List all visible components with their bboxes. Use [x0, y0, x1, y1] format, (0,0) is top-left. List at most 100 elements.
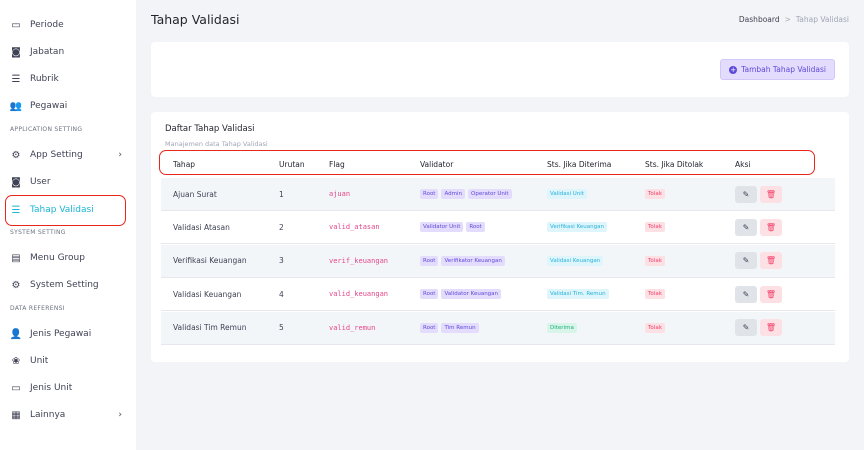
column-header[interactable]: Validator [420, 159, 454, 169]
sidebar-item-label: Lainnya [30, 410, 66, 420]
cell-diterima: Diterima [547, 312, 577, 344]
delete-button[interactable]: 🗑 [760, 185, 782, 203]
trash-icon: 🗑 [765, 323, 777, 333]
cell-flag: valid_keuangan [329, 290, 389, 299]
sidebar-item-label: Rubrik [30, 74, 59, 84]
cell-validator: Root Verifikator Keuangan [420, 245, 505, 277]
cell-flag: ajuan [329, 190, 351, 198]
pencil-icon: ✎ [742, 289, 750, 299]
delete-button[interactable]: 🗑 [760, 285, 782, 303]
sidebar-item-rubrik[interactable]: ☰ Rubrik [10, 69, 128, 89]
column-header[interactable]: Sts. Jika Diterima [547, 159, 612, 169]
sidebar-item-label: Jabatan [30, 47, 65, 57]
sidebar-item-label: Unit [30, 356, 49, 366]
chevron-right-icon: › [118, 150, 122, 160]
cell-validator: Validator Unit Root [420, 211, 485, 243]
column-header[interactable]: Flag [329, 159, 345, 169]
cell-diterima: Validasi Unit [547, 178, 587, 210]
cell-validator: Root Admin Operator Unit [420, 178, 512, 210]
plus-circle-icon: + [729, 65, 738, 74]
sidebar-item-user[interactable]: ◙ User [10, 172, 128, 192]
status-badge: Tolak [645, 255, 665, 266]
trash-icon: 🗑 [765, 289, 777, 299]
sidebar-item-label: Periode [30, 20, 64, 30]
column-header[interactable]: Urutan [279, 159, 305, 169]
sidebar-item-label: Pegawai [30, 101, 68, 111]
edit-button[interactable]: ✎ [735, 185, 757, 203]
id-badge-icon: ◙ [11, 46, 21, 58]
sidebar-item-app-setting[interactable]: ⚙ App Setting › [10, 145, 128, 165]
sidebar-item-tahap-validasi[interactable]: ☰ Tahap Validasi [10, 200, 128, 220]
status-badge: Validasi Keuangan [547, 255, 604, 266]
trash-icon: 🗑 [765, 189, 777, 199]
breadcrumb-dashboard[interactable]: Dashboard [738, 15, 780, 24]
sidebar-item-periode[interactable]: ▭ Periode [10, 15, 128, 35]
edit-button[interactable]: ✎ [735, 218, 757, 236]
column-header[interactable]: Sts. Jika Ditolak [645, 159, 704, 169]
breadcrumb: Dashboard > Tahap Validasi [739, 15, 849, 24]
delete-button[interactable]: 🗑 [760, 319, 782, 337]
validator-badge: Root [420, 255, 439, 266]
sidebar-item-jenis-unit[interactable]: ▭ Jenis Unit [10, 378, 128, 398]
add-button-label: Tambah Tahap Validasi [741, 65, 826, 74]
highlight-box [159, 150, 815, 175]
status-badge: Tolak [645, 289, 665, 300]
pencil-icon: ✎ [742, 222, 750, 232]
cell-aksi: ✎ 🗑 [735, 245, 782, 277]
sidebar-item-system-setting[interactable]: ⚙ System Setting [10, 275, 128, 295]
cell-urutan: 4 [279, 289, 284, 299]
edit-button[interactable]: ✎ [735, 285, 757, 303]
sidebar-item-label: App Setting [30, 150, 83, 160]
column-header[interactable]: Aksi [735, 159, 751, 169]
edit-button[interactable]: ✎ [735, 319, 757, 337]
sidebar-item-lainnya[interactable]: ▦ Lainnya › [10, 405, 128, 425]
cell-flag: verif_keuangan [329, 256, 389, 265]
trash-icon: 🗑 [765, 256, 777, 266]
table-row: Ajuan Surat 1 ajuan Root Admin Operator Un… [161, 178, 835, 211]
cell-aksi: ✎ 🗑 [735, 278, 782, 310]
table-subtitle: Manajemen data Tahap Validasi [165, 140, 268, 148]
sidebar-item-jenis-pegawai[interactable]: 👤 Jenis Pegawai [10, 324, 128, 344]
validator-badge: Root [420, 189, 439, 199]
table-row: Validasi Atasan 2 valid_atasan Validator… [161, 211, 835, 245]
delete-button[interactable]: 🗑 [760, 218, 782, 236]
status-badge: Diterima [547, 322, 577, 333]
validator-badge: Operator Unit [468, 189, 512, 199]
cell-aksi: ✎ 🗑 [735, 211, 782, 243]
delete-button[interactable]: 🗑 [760, 252, 782, 270]
cell-diterima: Verifikasi Keuangan [547, 211, 607, 243]
validator-badge: Root [420, 322, 439, 333]
user-list-icon: 👤 [9, 328, 23, 340]
cell-urutan: 2 [279, 222, 284, 232]
trash-icon: 🗑 [765, 222, 777, 232]
cell-aksi: ✎ 🗑 [735, 178, 782, 210]
column-header[interactable]: Tahap [173, 159, 196, 169]
breadcrumb-current: Tahap Validasi [795, 15, 849, 24]
cell-ditolak: Tolak [645, 312, 665, 344]
table-header: Tahap Urutan Flag Validator Sts. Jika Diteri… [161, 152, 835, 176]
unit-icon: ❀ [11, 355, 21, 367]
sidebar-item-unit[interactable]: ❀ Unit [10, 351, 128, 371]
edit-button[interactable]: ✎ [735, 252, 757, 270]
page-title: Tahap Validasi [151, 12, 240, 27]
sidebar-item-pegawai[interactable]: 👥 Pegawai [10, 96, 128, 116]
sidebar-section-heading: SYSTEM SETTING [10, 229, 66, 236]
status-badge: Validasi Unit [547, 189, 587, 199]
calendar-icon: ▭ [11, 19, 21, 31]
cell-ditolak: Tolak [645, 245, 665, 277]
menu-group-icon: ▤ [11, 252, 21, 264]
status-badge: Validasi Tim. Remun [547, 289, 609, 300]
gear-icon: ⚙ [11, 149, 21, 161]
validator-badge: Verifikator Keuangan [441, 255, 505, 266]
add-tahap-validasi-button[interactable]: + Tambah Tahap Validasi [720, 59, 835, 80]
breadcrumb-separator: > [784, 15, 791, 24]
cell-urutan: 3 [279, 256, 284, 266]
sidebar-item-jabatan[interactable]: ◙ Jabatan [10, 42, 128, 62]
sidebar-section-heading: DATA REFERENSI [10, 305, 65, 312]
cell-tahap: Ajuan Surat [173, 189, 217, 199]
table-card: Daftar Tahap Validasi Manajemen data Tah… [151, 112, 849, 362]
cell-validator: Root Tim Remun [420, 312, 479, 344]
list-card-icon: ☰ [11, 73, 21, 85]
sidebar-item-menu-group[interactable]: ▤ Menu Group [10, 248, 128, 268]
cell-urutan: 1 [279, 189, 284, 199]
